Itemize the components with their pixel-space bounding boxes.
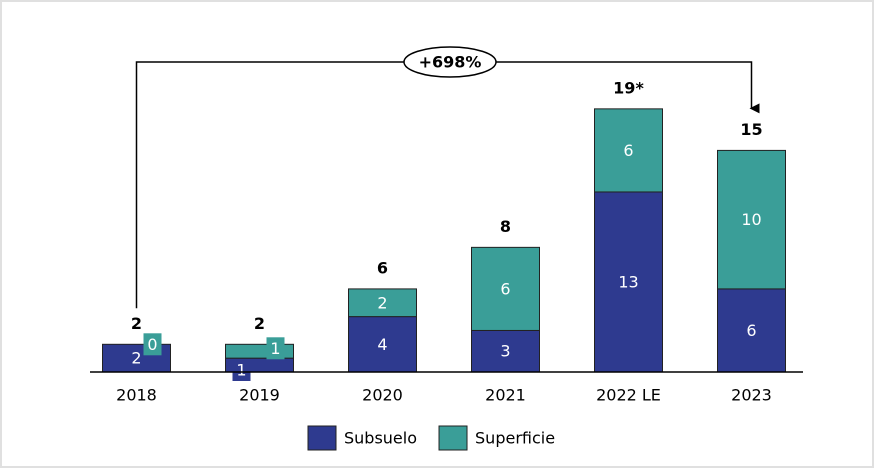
bar-segment [348,288,417,318]
data-label: 3 [500,342,510,361]
data-label: 1 [270,339,280,358]
total-label: 2 [131,314,142,333]
data-label-box [266,337,285,360]
x-tick-label: 2022 LE [596,386,661,405]
bar-segment [594,108,663,193]
data-label: 4 [377,335,387,354]
data-label-box [232,359,251,381]
total-label: 2 [254,314,265,333]
data-label: 6 [623,141,633,160]
bar-segment [717,149,786,290]
legend-label: Subsuelo [344,429,417,448]
total-label: 15 [740,120,762,139]
data-label: 13 [618,272,638,291]
total-label: 6 [377,258,388,277]
x-tick-label: 2023 [731,386,772,405]
annotation-bubble [403,46,497,78]
data-label: 0 [147,335,157,354]
legend-swatch [438,425,468,451]
legend-swatch [307,425,337,451]
x-tick-label: 2019 [239,386,280,405]
data-label: 6 [500,279,510,298]
bar-segment [348,316,417,373]
data-label: 1 [236,361,246,380]
total-label: 8 [500,217,511,236]
data-label: 2 [131,349,141,368]
data-label: 10 [741,210,761,229]
bar-segment [471,329,540,373]
x-tick-label: 2021 [485,386,526,405]
data-label: 6 [746,321,756,340]
data-label: 2 [377,293,387,312]
data-label-box [143,333,162,356]
x-tick-label: 2018 [116,386,157,405]
x-tick-label: 2020 [362,386,403,405]
bar-segment [717,288,786,373]
annotation: +698% [419,53,482,72]
bar-segment [594,191,663,373]
legend-label: Superficie [475,429,555,448]
bar-segment [471,246,540,331]
total-label: 19* [613,78,644,97]
